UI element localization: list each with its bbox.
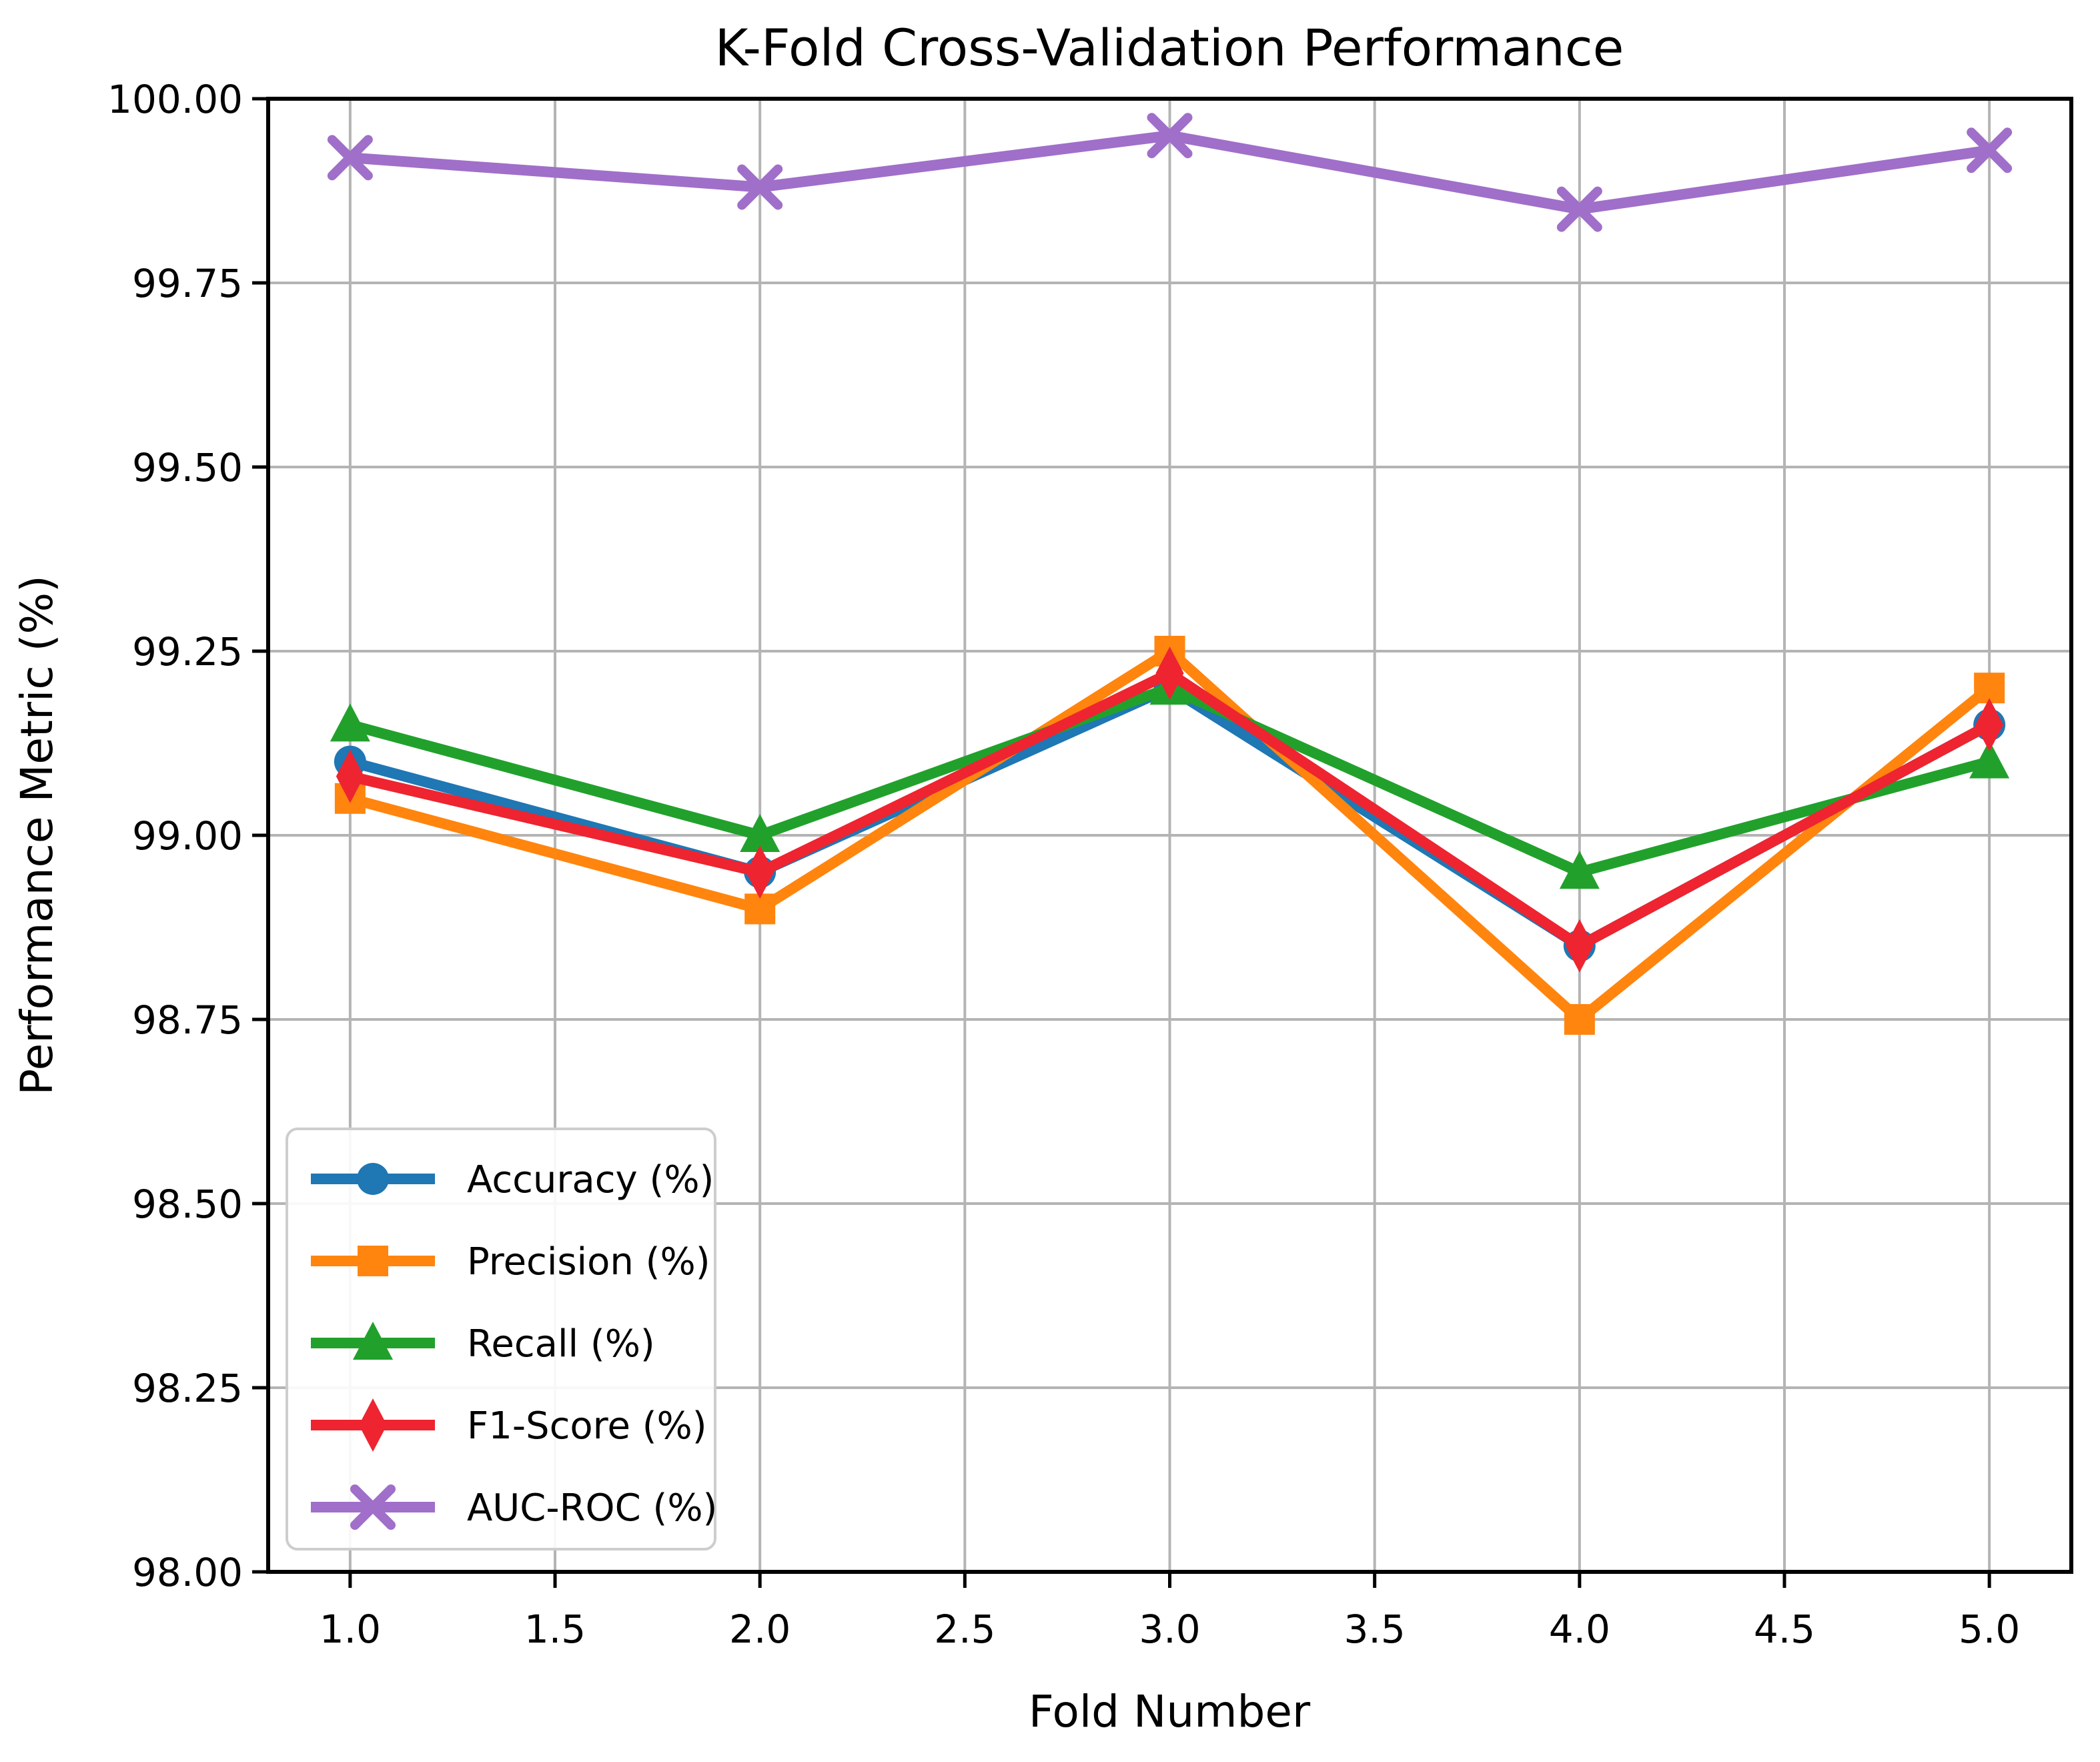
y-tick-label: 100.00: [107, 77, 243, 122]
y-tick-label: 98.75: [132, 997, 243, 1043]
data-point-diamond: [359, 1398, 387, 1452]
x-tick-label: 1.0: [320, 1607, 381, 1652]
legend-item: AUC-ROC (%): [311, 1484, 717, 1530]
x-tick-label: 5.0: [1959, 1607, 2020, 1652]
legend-item: F1-Score (%): [311, 1398, 707, 1452]
legend-item-label: Precision (%): [467, 1240, 710, 1284]
data-point-square: [358, 1246, 388, 1276]
data-point-triangle: [353, 1322, 393, 1360]
y-tick-label: 99.25: [132, 629, 243, 675]
data-point-x: [327, 135, 373, 181]
x-tick-labels: 1.0 1.5 2.0 2.5 3.0 3.5 4.0 4.5 5.0: [320, 1607, 2021, 1652]
data-point-circle: [357, 1163, 389, 1195]
data-point-square: [1564, 1004, 1595, 1035]
y-tick-label: 98.25: [132, 1366, 243, 1411]
y-tick-label: 99.00: [132, 813, 243, 859]
data-point-x: [1147, 113, 1193, 159]
data-point-x: [350, 1484, 396, 1530]
data-point-x: [1556, 186, 1602, 232]
data-point-triangle: [330, 703, 370, 742]
legend-item-label: F1-Score (%): [467, 1404, 707, 1448]
data-point-diamond: [1975, 698, 2004, 752]
legend-item: Accuracy (%): [311, 1158, 714, 1202]
x-tick-label: 2.0: [729, 1607, 791, 1652]
y-tick-label: 98.00: [132, 1550, 243, 1595]
data-point-diamond: [1565, 919, 1594, 973]
chart-title: K-Fold Cross-Validation Performance: [715, 18, 1624, 77]
legend-item-label: Accuracy (%): [467, 1158, 714, 1202]
data-point-triangle: [1969, 740, 2010, 779]
data-point-x: [737, 164, 783, 210]
legend-item: Precision (%): [311, 1240, 710, 1284]
y-tick-label: 99.50: [132, 445, 243, 490]
x-axis-title: Fold Number: [1029, 1686, 1311, 1737]
data-point-diamond: [1155, 646, 1184, 701]
y-axis-title: Performance Metric (%): [11, 575, 63, 1095]
data-series: [327, 113, 2013, 1035]
series-f1-score: [336, 646, 2004, 973]
x-tick-label: 2.5: [934, 1607, 995, 1652]
x-tick-label: 1.5: [524, 1607, 586, 1652]
legend-item: Recall (%): [311, 1322, 655, 1366]
x-tick-label: 4.0: [1549, 1607, 1610, 1652]
data-point-diamond: [336, 749, 364, 803]
legend-box: [286, 1128, 716, 1551]
data-point-diamond: [746, 845, 774, 899]
x-tick-label: 4.5: [1754, 1607, 1815, 1652]
x-tick-label: 3.0: [1139, 1607, 1200, 1652]
legend-item-label: AUC-ROC (%): [467, 1486, 717, 1530]
legend-item-label: Recall (%): [467, 1322, 655, 1366]
y-tick-labels: 98.00 98.25 98.50 98.75 99.00 99.25 99.50 99.75…: [107, 77, 243, 1595]
legend: Accuracy (%) Precision (%) Recall (%) F1-Sc…: [286, 1128, 717, 1551]
data-point-triangle: [740, 814, 780, 852]
data-point-x: [1967, 127, 2013, 173]
data-point-triangle: [1559, 851, 1600, 889]
y-tick-label: 99.75: [132, 261, 243, 306]
series-auc-roc: [327, 113, 2013, 232]
x-tick-label: 3.5: [1344, 1607, 1406, 1652]
y-tick-label: 98.50: [132, 1182, 243, 1227]
axis-ticks: [252, 97, 1991, 1588]
